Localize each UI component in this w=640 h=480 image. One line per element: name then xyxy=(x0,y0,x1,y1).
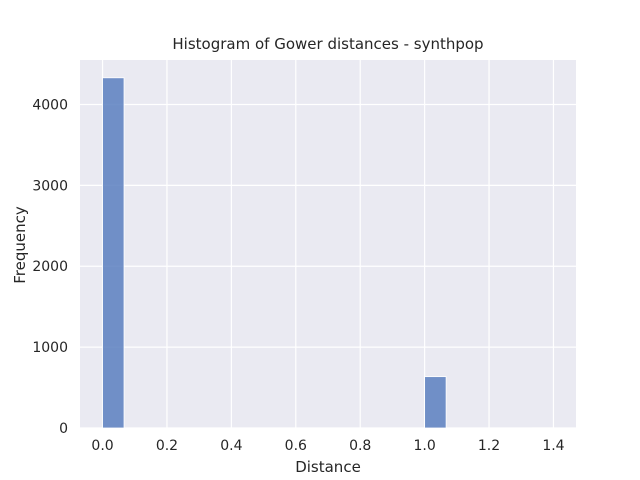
x-tick-label: 0.2 xyxy=(156,438,178,454)
x-tick-label: 1.2 xyxy=(478,438,500,454)
x-axis-ticks: 0.0 0.2 0.4 0.6 0.8 1.0 1.2 1.4 xyxy=(91,438,564,454)
histogram-bar xyxy=(102,77,125,429)
x-tick-label: 0.0 xyxy=(91,438,113,454)
y-tick-label: 1000 xyxy=(32,340,68,356)
grid xyxy=(80,60,576,429)
x-axis-label: Distance xyxy=(295,458,361,476)
y-axis-label: Frequency xyxy=(11,206,29,284)
x-tick-label: 1.4 xyxy=(542,438,564,454)
y-axis-ticks: 0 1000 2000 3000 4000 xyxy=(32,97,68,437)
plot-area xyxy=(80,60,576,428)
chart-title: Histogram of Gower distances - synthpop xyxy=(172,35,483,53)
x-tick-label: 0.4 xyxy=(220,438,242,454)
x-tick-label: 0.8 xyxy=(349,438,371,454)
histogram-bar xyxy=(424,376,447,429)
x-tick-label: 0.6 xyxy=(285,438,307,454)
y-tick-label: 2000 xyxy=(32,259,68,275)
bars xyxy=(102,77,554,429)
y-tick-label: 3000 xyxy=(32,178,68,194)
y-tick-label: 0 xyxy=(59,421,68,437)
y-tick-label: 4000 xyxy=(32,97,68,113)
x-tick-label: 1.0 xyxy=(413,438,435,454)
